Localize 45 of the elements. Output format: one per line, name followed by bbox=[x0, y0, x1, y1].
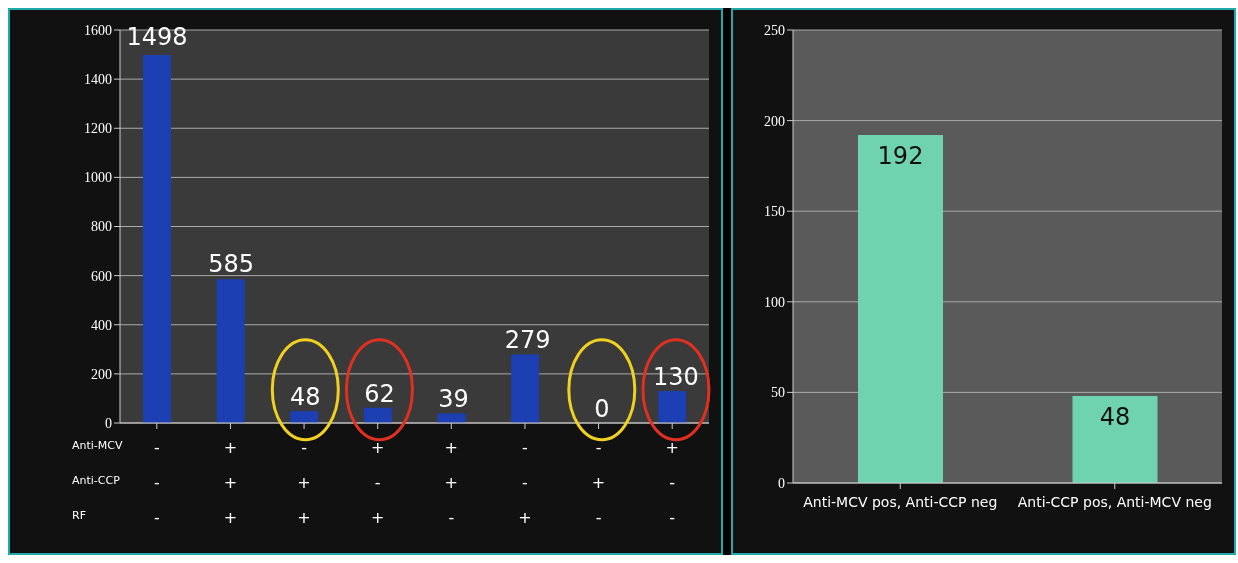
data-label: 62 bbox=[364, 379, 395, 408]
y-tick-label: 800 bbox=[91, 219, 112, 235]
data-label: 192 bbox=[877, 142, 924, 171]
y-tick-label: 0 bbox=[778, 475, 785, 491]
bar bbox=[658, 391, 687, 423]
y-tick-label: 1400 bbox=[84, 72, 112, 88]
text: RF bbox=[72, 509, 86, 522]
x-tick-label: + - - bbox=[665, 438, 679, 527]
y-tick-label: 100 bbox=[764, 294, 785, 310]
x-tick-label: - - - bbox=[153, 438, 160, 527]
y-tick-label: 0 bbox=[105, 415, 112, 431]
x-tick-label: + - + bbox=[370, 438, 385, 527]
data-label: 279 bbox=[504, 325, 551, 354]
bar bbox=[363, 407, 392, 423]
x-tick-label: + + + bbox=[223, 438, 238, 527]
x-tick-label: - + - bbox=[591, 438, 606, 527]
data-label: 585 bbox=[208, 249, 255, 278]
y-tick-label: 250 bbox=[764, 22, 785, 38]
x-tick-label: + + - bbox=[444, 438, 459, 527]
text: Anti-CCP bbox=[72, 474, 120, 487]
data-label: 130 bbox=[653, 362, 699, 391]
x-tick-label: Anti-MCV pos, Anti-CCP neg bbox=[803, 494, 998, 510]
text: Anti-MCV bbox=[72, 439, 123, 452]
y-tick-label: 400 bbox=[91, 317, 112, 333]
y-tick-label: 50 bbox=[771, 385, 785, 401]
bar bbox=[511, 354, 540, 423]
y-tick-label: 1200 bbox=[84, 121, 112, 137]
x-tick-label: Anti-CCP pos, Anti-MCV neg bbox=[1017, 494, 1212, 510]
bar bbox=[216, 279, 245, 423]
y-tick-label: 1000 bbox=[84, 170, 112, 186]
x-tick-label: - - + bbox=[518, 438, 532, 527]
x-tick-label: - + + bbox=[297, 438, 311, 527]
bar bbox=[143, 55, 171, 423]
data-label: 0 bbox=[594, 395, 610, 423]
data-label: 48 bbox=[1099, 403, 1131, 432]
y-tick-label: 200 bbox=[91, 366, 112, 382]
data-label: 1498 bbox=[126, 23, 188, 52]
y-tick-label: 200 bbox=[764, 113, 785, 129]
bar bbox=[290, 411, 319, 423]
data-label: 48 bbox=[290, 383, 321, 412]
y-tick-label: 1600 bbox=[84, 22, 112, 38]
data-label: 39 bbox=[438, 385, 469, 414]
y-tick-label: 600 bbox=[91, 268, 112, 284]
bar bbox=[437, 413, 466, 423]
y-tick-label: 150 bbox=[764, 204, 785, 220]
